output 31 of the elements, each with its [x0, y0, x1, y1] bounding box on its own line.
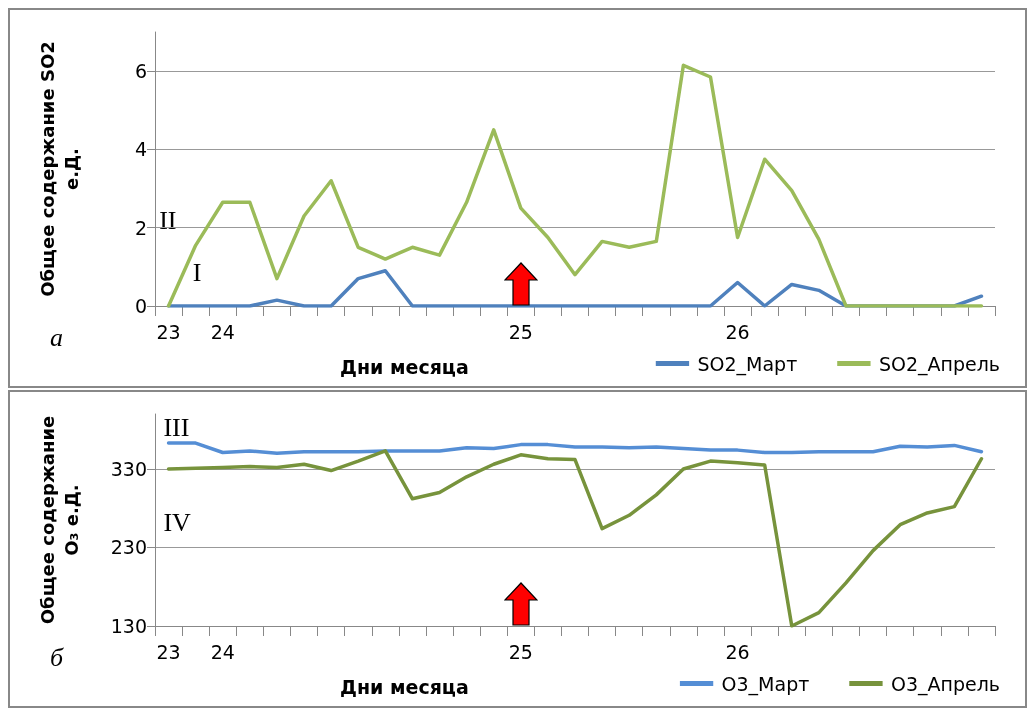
y-tick-label: 130 — [110, 615, 147, 637]
legend-label: O3_Апрель — [890, 672, 1001, 696]
y-axis-title: Общее содержание O₃ е.Д. — [36, 415, 82, 625]
legend-label: O3_Март — [721, 672, 810, 696]
y-tick-label: 230 — [110, 536, 147, 559]
annotation: III — [163, 412, 190, 442]
x-tick-label: 25 — [508, 320, 533, 343]
x-tick-label: 24 — [210, 640, 235, 663]
x-tick-label: 26 — [725, 320, 750, 343]
y-tick-label: 330 — [110, 457, 147, 480]
line-series — [166, 441, 984, 456]
annotation: II — [159, 205, 177, 235]
x-tick-label: 23 — [156, 320, 181, 343]
annotation: I — [192, 257, 202, 287]
x-tick-label: 25 — [508, 640, 533, 663]
y-tick-label: 6 — [134, 60, 147, 83]
annotation: IV — [163, 507, 192, 537]
x-axis-title: Дни месяца — [340, 355, 469, 378]
x-tick-label: 23 — [156, 640, 181, 663]
legend-label: SO2_Март — [697, 352, 798, 376]
y-tick-label: 4 — [134, 138, 147, 161]
x-tick-label: 24 — [210, 320, 235, 343]
y-tick-label: 0 — [134, 295, 147, 317]
x-tick-label: 26 — [725, 640, 750, 663]
line-series — [166, 449, 984, 628]
text: б — [50, 642, 64, 672]
text: а — [50, 322, 63, 352]
y-axis-title: Общее содержание SO2 е.Д. — [36, 41, 82, 297]
legend-label: SO2_Апрель — [878, 352, 1001, 376]
y-tick-label: 2 — [134, 216, 147, 239]
x-axis-title: Дни месяца — [340, 675, 469, 698]
